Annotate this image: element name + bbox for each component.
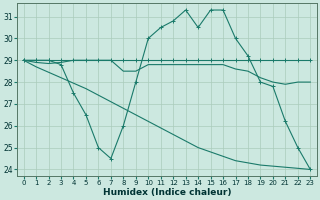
X-axis label: Humidex (Indice chaleur): Humidex (Indice chaleur): [103, 188, 231, 197]
